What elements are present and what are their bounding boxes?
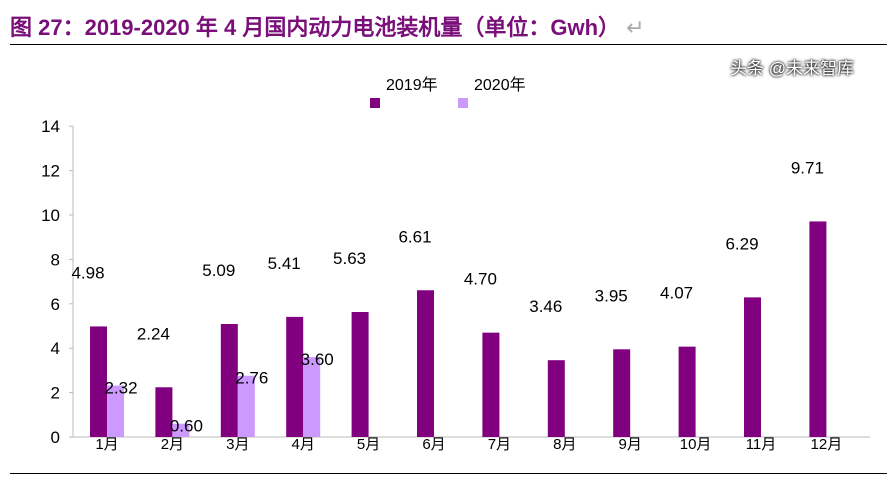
bar-2019 [547, 360, 565, 437]
bar-2020 [303, 357, 321, 437]
bar-2019 [417, 290, 434, 437]
x-tick-label: 1月 [95, 436, 118, 453]
bar-2019 [809, 221, 827, 437]
data-label: 9.71 [791, 158, 824, 177]
x-tick-label: 4月 [292, 436, 315, 453]
bar-2019 [482, 332, 500, 437]
x-tick-label: 2月 [161, 436, 184, 453]
bottom-divider [10, 473, 887, 474]
bar-2020 [107, 385, 124, 437]
paragraph-mark: ↵ [620, 15, 645, 40]
bar-2019 [613, 349, 631, 437]
x-tick-label: 11月 [746, 436, 777, 453]
x-tick-label: 12月 [811, 436, 843, 453]
bar-2019 [678, 346, 696, 437]
chart-title: 图 27：2019-2020 年 4 月国内动力电池装机量（单位：Gwh） ↵ [10, 10, 645, 42]
data-label: 3.46 [529, 297, 562, 316]
title-divider [10, 44, 887, 45]
x-tick-label: 8月 [553, 436, 576, 453]
data-label: 2.76 [235, 369, 268, 388]
y-tick-label: 10 [41, 206, 60, 225]
legend-label: 2020年 [474, 76, 526, 94]
y-tick-label: 2 [51, 384, 60, 403]
x-tick-label: 6月 [422, 436, 445, 453]
data-label: 4.07 [660, 284, 693, 303]
bar-2019 [90, 326, 107, 437]
data-label: 3.95 [595, 286, 628, 305]
data-label: 4.70 [464, 270, 497, 289]
data-label: 5.41 [268, 254, 301, 273]
x-tick-label: 7月 [488, 436, 511, 453]
bar-2019 [286, 316, 304, 437]
bar-2019 [155, 387, 173, 437]
data-label: 4.98 [71, 263, 104, 282]
y-tick-label: 14 [41, 117, 60, 136]
y-tick-label: 8 [51, 250, 60, 269]
bar-2019 [220, 324, 238, 437]
data-label: 2.24 [137, 324, 170, 343]
data-label: 6.61 [398, 227, 431, 246]
data-label: 2.32 [104, 378, 137, 397]
data-label: 0.60 [170, 417, 203, 436]
bar-2019 [351, 312, 369, 437]
data-label: 3.60 [301, 350, 334, 369]
data-label: 6.29 [725, 234, 758, 253]
bar-2020 [172, 423, 190, 437]
y-tick-label: 4 [51, 339, 60, 358]
data-label: 5.09 [202, 261, 235, 280]
data-label: 5.63 [333, 249, 366, 268]
legend-swatch [370, 98, 380, 108]
y-tick-label: 0 [51, 428, 60, 447]
y-tick-label: 12 [41, 162, 60, 181]
legend-swatch [458, 98, 468, 108]
legend-label: 2019年 [386, 76, 438, 94]
watermark: 头条 @未来智库 [730, 59, 854, 78]
bar-2019 [744, 297, 761, 437]
x-tick-label: 5月 [357, 436, 380, 453]
bar-2020 [237, 375, 255, 437]
chart-title-text: 图 27：2019-2020 年 4 月国内动力电池装机量（单位：Gwh） [10, 15, 621, 40]
x-tick-label: 9月 [619, 436, 642, 453]
x-tick-label: 3月 [226, 436, 249, 453]
x-tick-label: 10月 [680, 436, 712, 453]
y-tick-label: 6 [51, 295, 60, 314]
